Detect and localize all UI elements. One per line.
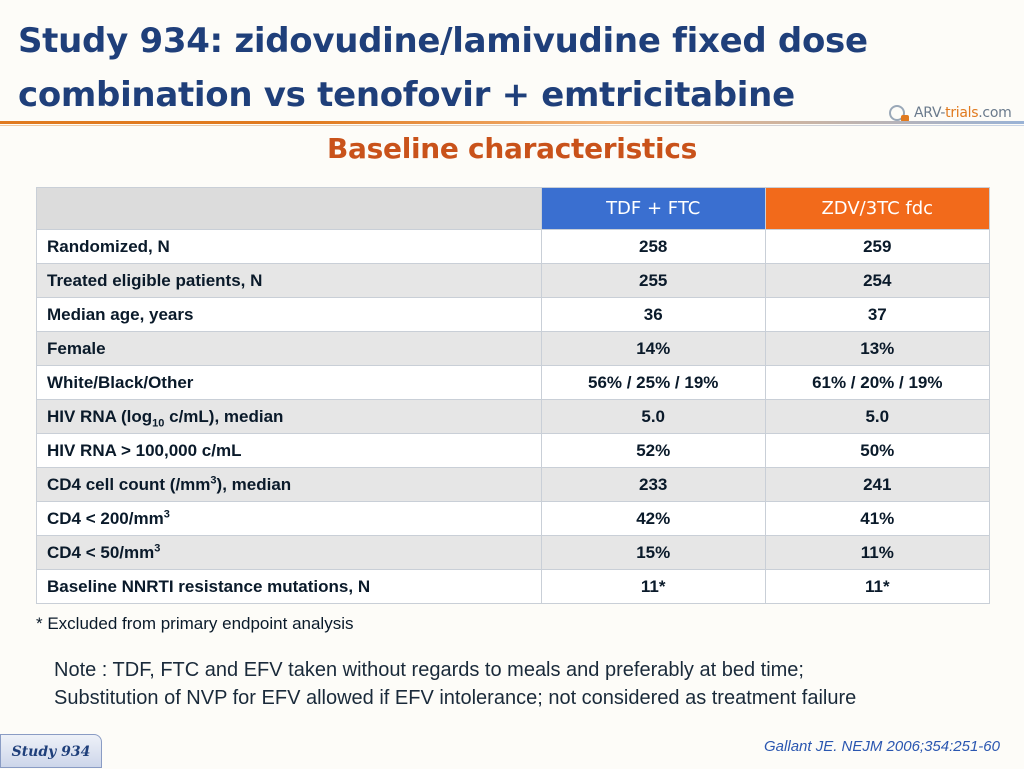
note: Note : TDF, FTC and EFV taken without re… [54, 656, 856, 712]
value-tdf-ftc: 233 [540, 467, 766, 502]
table-row: Treated eligible patients, N 255 254 [36, 263, 991, 298]
table-row: White/Black/Other 56% / 25% / 19% 61% / … [36, 365, 991, 400]
value-tdf-ftc: 15% [540, 535, 766, 570]
header-cell-tdf-ftc: TDF + FTC [540, 187, 766, 230]
value-tdf-ftc: 42% [540, 501, 766, 536]
title-line-2: combination vs tenofovir + emtricitabine [18, 75, 795, 115]
table-row: Randomized, N 258 259 [36, 229, 991, 264]
value-zdv-3tc: 61% / 20% / 19% [764, 365, 991, 400]
value-tdf-ftc: 258 [540, 229, 766, 264]
study-tag: Study 934 [0, 734, 102, 768]
table-row: HIV RNA > 100,000 c/mL 52% 50% [36, 433, 991, 468]
citation: Gallant JE. NEJM 2006;354:251-60 [764, 738, 1000, 755]
row-label: Median age, years [36, 297, 542, 332]
value-zdv-3tc: 11* [764, 569, 991, 604]
row-label: HIV RNA > 100,000 c/mL [36, 433, 542, 468]
note-line-2: Substitution of NVP for EFV allowed if E… [54, 687, 857, 709]
row-label: HIV RNA (log10 c/mL), median [36, 399, 542, 434]
value-tdf-ftc: 56% / 25% / 19% [540, 365, 766, 400]
row-label: Treated eligible patients, N [36, 263, 542, 298]
subtitle: Baseline characteristics [327, 132, 697, 165]
row-label: CD4 cell count (/mm3), median [36, 467, 542, 502]
row-label: Female [36, 331, 542, 366]
value-zdv-3tc: 241 [764, 467, 991, 502]
title-divider-thin [0, 125, 1024, 126]
table-row: CD4 cell count (/mm3), median 233 241 [36, 467, 991, 502]
value-tdf-ftc: 52% [540, 433, 766, 468]
value-zdv-3tc: 50% [764, 433, 991, 468]
value-zdv-3tc: 5.0 [764, 399, 991, 434]
value-zdv-3tc: 13% [764, 331, 991, 366]
value-zdv-3tc: 254 [764, 263, 991, 298]
value-zdv-3tc: 41% [764, 501, 991, 536]
arv-trials-logo: ARV-trials.com [888, 98, 1018, 128]
value-tdf-ftc: 11* [540, 569, 766, 604]
title-divider [0, 121, 1024, 124]
value-tdf-ftc: 14% [540, 331, 766, 366]
logo-text: ARV-trials.com [914, 105, 1012, 121]
title-line-1: Study 934: zidovudine/lamivudine fixed d… [18, 21, 868, 61]
note-line-1: Note : TDF, FTC and EFV taken without re… [54, 659, 804, 681]
value-tdf-ftc: 255 [540, 263, 766, 298]
baseline-table: TDF + FTC ZDV/3TC fdc Randomized, N 258 … [36, 187, 991, 604]
table-row: HIV RNA (log10 c/mL), median 5.0 5.0 [36, 399, 991, 434]
row-label: Randomized, N [36, 229, 542, 264]
footnote: * Excluded from primary endpoint analysi… [36, 614, 354, 633]
logo-icon [888, 102, 910, 124]
value-tdf-ftc: 36 [540, 297, 766, 332]
table-row: Median age, years 36 37 [36, 297, 991, 332]
value-tdf-ftc: 5.0 [540, 399, 766, 434]
row-label: CD4 < 200/mm3 [36, 501, 542, 536]
value-zdv-3tc: 37 [764, 297, 991, 332]
table-row: CD4 < 50/mm3 15% 11% [36, 535, 991, 570]
table-row: Baseline NNRTI resistance mutations, N 1… [36, 569, 991, 604]
table-row: Female 14% 13% [36, 331, 991, 366]
header-cell-empty [36, 187, 542, 230]
row-label: Baseline NNRTI resistance mutations, N [36, 569, 542, 604]
row-label: White/Black/Other [36, 365, 542, 400]
row-label: CD4 < 50/mm3 [36, 535, 542, 570]
table-row: CD4 < 200/mm3 42% 41% [36, 501, 991, 536]
header-cell-zdv-3tc: ZDV/3TC fdc [764, 187, 991, 230]
table-header-row: TDF + FTC ZDV/3TC fdc [36, 187, 991, 230]
value-zdv-3tc: 11% [764, 535, 991, 570]
slide-title: Study 934: zidovudine/lamivudine fixed d… [18, 14, 918, 122]
value-zdv-3tc: 259 [764, 229, 991, 264]
